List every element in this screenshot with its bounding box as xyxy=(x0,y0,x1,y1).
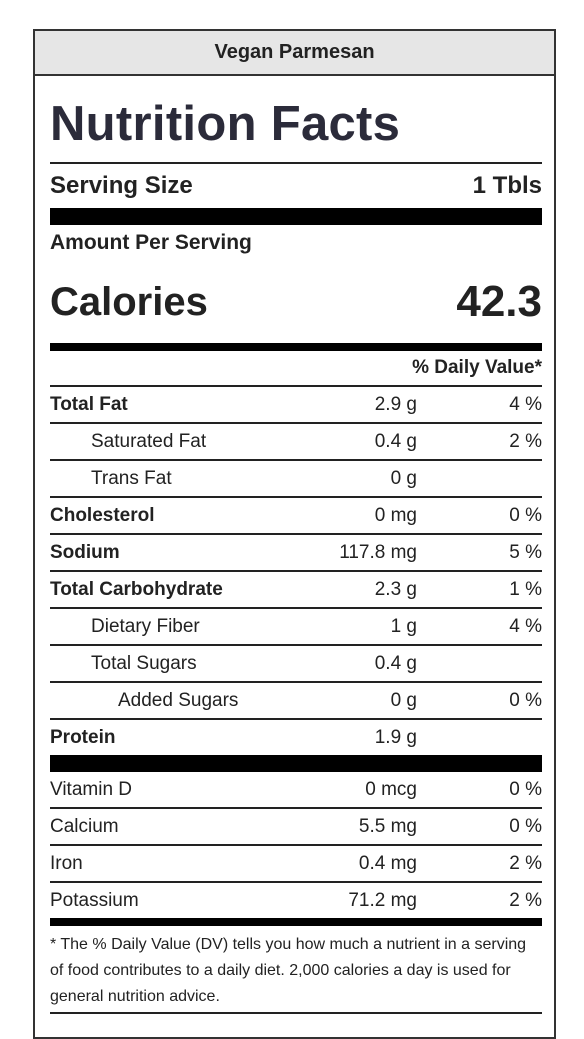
vitamin-name: Calcium xyxy=(50,815,119,837)
nutrient-dv: 5 % xyxy=(509,541,542,563)
nutrient-row-total-fat: Total Fat 2.9 g 4 % xyxy=(50,387,542,424)
amount-per-serving: Amount Per Serving xyxy=(50,231,252,254)
medium-divider xyxy=(50,918,542,926)
nutrient-name: Total Fat xyxy=(50,393,128,415)
nutrient-amount: 0.4 g xyxy=(374,430,417,452)
daily-value-footnote: * The % Daily Value (DV) tells you how m… xyxy=(50,936,527,1005)
nutrient-amount: 1 g xyxy=(390,615,417,637)
nutrient-amount: 117.8 mg xyxy=(339,541,417,563)
nutrient-row-total-carbohydrate: Total Carbohydrate 2.3 g 1 % xyxy=(50,572,542,609)
nutrient-row-trans-fat: Trans Fat 0 g xyxy=(50,461,542,498)
daily-value-header: % Daily Value* xyxy=(50,351,542,387)
nutrient-row-dietary-fiber: Dietary Fiber 1 g 4 % xyxy=(50,609,542,646)
vitamin-row-iron: Iron 0.4 mg 2 % xyxy=(50,846,542,883)
nutrient-name: Cholesterol xyxy=(50,504,155,526)
medium-divider xyxy=(50,343,542,351)
nutrient-dv: 1 % xyxy=(509,578,542,600)
nutrient-dv: 0 % xyxy=(509,689,542,711)
nutrient-row-saturated-fat: Saturated Fat 0.4 g 2 % xyxy=(50,424,542,461)
vitamin-amount: 0 mcg xyxy=(365,778,417,800)
vitamin-amount: 5.5 mg xyxy=(358,815,417,837)
thick-divider xyxy=(50,208,542,225)
nutrient-name: Total Sugars xyxy=(91,652,197,674)
vitamin-name: Iron xyxy=(50,852,83,874)
nutrient-row-cholesterol: Cholesterol 0 mg 0 % xyxy=(50,498,542,535)
calories-label: Calories xyxy=(50,279,208,324)
vitamin-name: Potassium xyxy=(50,889,139,911)
calories-row: Calories 42.3 xyxy=(50,261,542,343)
vitamin-amount: 0.4 mg xyxy=(358,852,417,874)
nutrient-amount: 2.3 g xyxy=(374,578,417,600)
divider xyxy=(50,1012,542,1034)
nutrient-dv: 4 % xyxy=(509,615,542,637)
nutrient-name: Trans Fat xyxy=(91,467,172,489)
nutrient-amount: 0.4 g xyxy=(374,652,417,674)
vitamin-dv: 2 % xyxy=(509,889,542,911)
nutrition-panel: Vegan Parmesan Nutrition Facts Serving S… xyxy=(33,29,556,1039)
vitamin-row-calcium: Calcium 5.5 mg 0 % xyxy=(50,809,542,846)
nutrient-row-added-sugars: Added Sugars 0 g 0 % xyxy=(50,683,542,720)
thick-divider xyxy=(50,755,542,772)
nutrient-amount: 2.9 g xyxy=(374,393,417,415)
nutrient-row-protein: Protein 1.9 g xyxy=(50,720,542,755)
nutrient-amount: 0 g xyxy=(390,467,417,489)
divider xyxy=(50,162,542,164)
nutrient-amount: 0 mg xyxy=(374,504,417,526)
vitamin-row-potassium: Potassium 71.2 mg 2 % xyxy=(50,883,542,918)
vitamin-dv: 0 % xyxy=(509,815,542,837)
vitamin-dv: 2 % xyxy=(509,852,542,874)
nutrient-row-total-sugars: Total Sugars 0.4 g xyxy=(50,646,542,683)
nutrient-name: Added Sugars xyxy=(118,689,239,711)
serving-size-row: Serving Size 1 Tbls xyxy=(50,164,542,208)
recipe-title: Vegan Parmesan xyxy=(35,31,554,76)
serving-size-label: Serving Size xyxy=(50,172,193,199)
vitamin-name: Vitamin D xyxy=(50,778,133,800)
nutrient-dv: 4 % xyxy=(509,393,542,415)
nutrient-name: Sodium xyxy=(50,541,120,563)
nutrient-name: Saturated Fat xyxy=(91,430,207,452)
nutrient-dv: 2 % xyxy=(509,430,542,452)
vitamin-amount: 71.2 mg xyxy=(348,889,417,911)
nutrient-name: Total Carbohydrate xyxy=(50,578,223,600)
serving-size-value: 1 Tbls xyxy=(472,172,542,199)
vitamin-row-vitamin-d: Vitamin D 0 mcg 0 % xyxy=(50,772,542,809)
calories-value: 42.3 xyxy=(456,277,542,326)
nutrient-name: Dietary Fiber xyxy=(91,615,200,637)
vitamin-dv: 0 % xyxy=(509,778,542,800)
nutrient-row-sodium: Sodium 117.8 mg 5 % xyxy=(50,535,542,572)
nutrition-facts-heading: Nutrition Facts xyxy=(50,97,401,151)
nutrient-amount: 1.9 g xyxy=(374,726,417,748)
nutrition-label: Nutrition Facts Serving Size 1 Tbls Amou… xyxy=(50,76,542,1034)
nutrient-name: Protein xyxy=(50,726,116,748)
nutrient-amount: 0 g xyxy=(390,689,417,711)
nutrient-dv: 0 % xyxy=(509,504,542,526)
